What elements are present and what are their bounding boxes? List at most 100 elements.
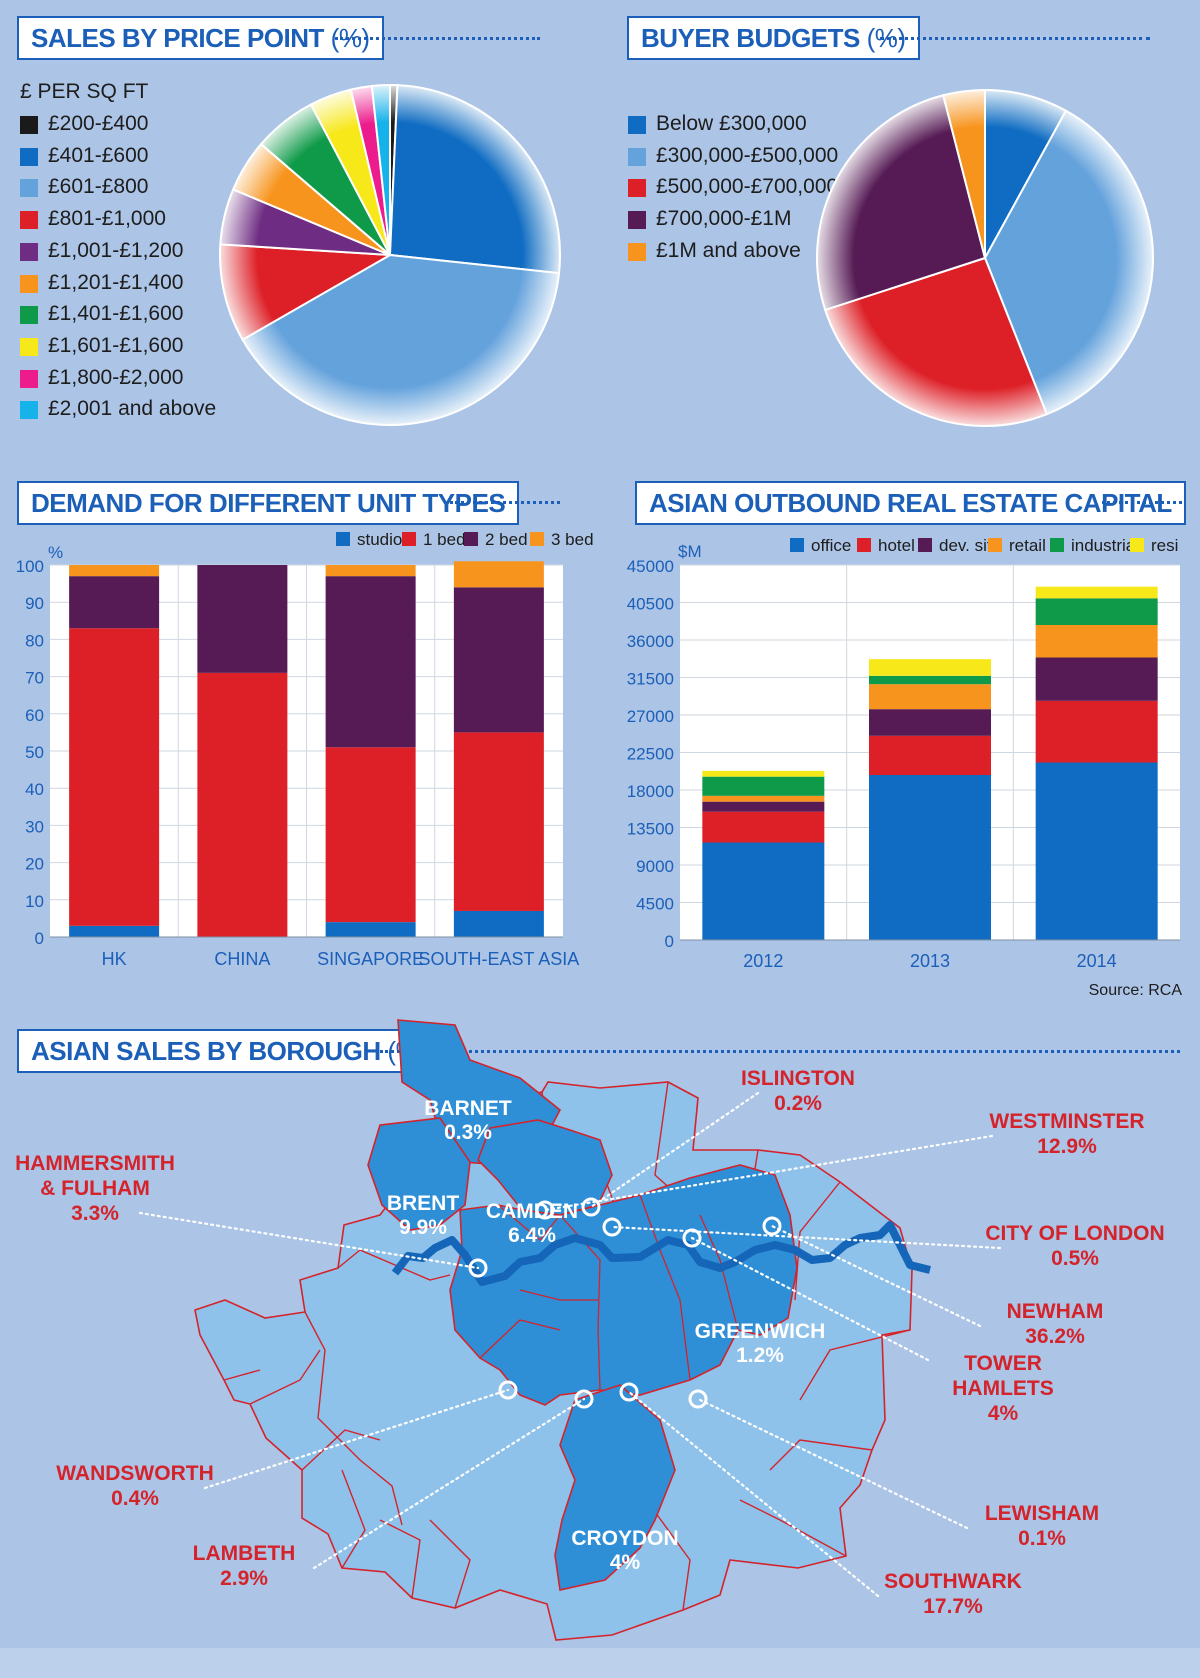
borough-value-croydon: 4% <box>610 1551 641 1574</box>
legend-label-resi: resi <box>1151 536 1178 555</box>
borough-name-lewisham: LEWISHAM <box>985 1502 1099 1525</box>
legend-label-200-400: £200-£400 <box>48 112 149 135</box>
legend-swatch-200-400 <box>20 116 38 134</box>
legend-swatch-801-1-000 <box>20 211 38 230</box>
bar-south-east-asia-3-bed <box>453 561 544 588</box>
legend-swatch-industrial <box>1050 538 1064 552</box>
bar-2012-industrial <box>702 776 825 796</box>
borough-name-brent: BRENT <box>387 1192 460 1215</box>
outbound-title: ASIAN OUTBOUND REAL ESTATE CAPITAL <box>635 481 1186 525</box>
legend-swatch-401-600 <box>20 147 38 166</box>
legend-label-3-bed: 3 bed <box>551 530 594 549</box>
outbound-bar-chart: 0 4500 9000 13500 18000 22500 27000 31500 36000 4… <box>627 536 1183 999</box>
borough-marker-lambeth <box>574 1389 594 1409</box>
legend-label-retail: retail <box>1009 536 1046 555</box>
croydon-region <box>554 1384 676 1591</box>
bar-2012-office <box>702 842 825 940</box>
y-tick-label: 90 <box>25 594 44 613</box>
legend-label-industrial: industrial <box>1071 536 1139 555</box>
y-tick-label: 10 <box>25 892 44 911</box>
bar-south-east-asia-2-bed <box>453 587 544 733</box>
borough-name-croydon: CROYDON <box>571 1527 678 1550</box>
leader-line-lewisham <box>696 1397 969 1530</box>
y-tick-label: 40 <box>25 780 44 799</box>
borough-value-greenwich: 1.2% <box>736 1344 784 1367</box>
leader-line-wandsworth <box>203 1388 510 1490</box>
bar-hk-2-bed <box>69 576 160 629</box>
category-label-2013: 2013 <box>910 951 950 971</box>
legend-label-801-1-000: £801-£1,000 <box>48 207 166 231</box>
bar-2014-retail <box>1035 625 1158 658</box>
bar-2014-resi <box>1035 586 1158 599</box>
y-tick-label: 70 <box>25 669 44 688</box>
borough-name-lambeth: LAMBETH <box>193 1542 296 1565</box>
legend-label-500-000-700-000: £500,000-£700,000 <box>656 175 839 199</box>
borough-value-camden: 6.4% <box>508 1224 556 1247</box>
legend-label-dev-site: dev. site <box>939 536 1001 555</box>
leader-line-westminster <box>543 1134 994 1212</box>
bar-south-east-asia-studio <box>453 910 544 937</box>
legend-swatch-500-000-700-000 <box>628 179 646 198</box>
unit-types-title-text: DEMAND FOR DIFFERENT UNIT TYPES <box>31 488 506 518</box>
borough-marker-islington <box>581 1197 601 1217</box>
pie-shading <box>817 90 1153 426</box>
borough-name-islington: ISLINGTON <box>741 1067 855 1090</box>
unit-types-title-rule <box>450 501 560 504</box>
unit-types-title: DEMAND FOR DIFFERENT UNIT TYPES <box>17 481 520 525</box>
bar-singapore-1-bed <box>325 747 416 923</box>
legend-swatch-1m-and-above <box>628 242 646 261</box>
bar-2012-dev-site <box>702 801 825 812</box>
map-markers <box>468 1197 782 1409</box>
legend-swatch-1-800-2-000 <box>20 369 38 388</box>
legend-swatch-hotel <box>857 538 871 552</box>
category-label-south-east-asia: SOUTH-EAST ASIA <box>419 949 580 969</box>
map-inner-boroughs <box>367 1019 798 1591</box>
bar-2013-hotel <box>869 735 991 775</box>
category-label-singapore: SINGAPORE <box>317 949 424 969</box>
legend-swatch-601-800 <box>20 179 38 198</box>
bar-2014-office <box>1035 762 1158 940</box>
leader-line-lambeth <box>312 1397 586 1570</box>
bar-2012-resi <box>702 770 825 777</box>
legend-label-office: office <box>811 536 851 555</box>
y-tick-label: 0 <box>35 929 44 948</box>
price-point-legend-title: £ PER SQ FT <box>20 80 149 103</box>
category-label-2012: 2012 <box>743 951 783 971</box>
borough-marker-newham <box>762 1216 782 1236</box>
borough-name-hammersmith-fulham-line1: HAMMERSMITH <box>15 1152 175 1175</box>
unit-types-bar-chart: 0 10 20 30 40 50 60 70 80 90 100% HK CHINA SINGAPORES… <box>16 530 594 969</box>
legend-swatch-studio <box>336 532 350 546</box>
legend-label-studio: studio <box>357 530 402 549</box>
borough-name-barnet: BARNET <box>424 1097 512 1120</box>
bar-2014-dev-site <box>1035 657 1158 701</box>
y-tick-label: 13500 <box>627 820 674 839</box>
legend-label-1m-and-above: £1M and above <box>656 238 801 262</box>
borough-value-brent: 9.9% <box>399 1216 447 1239</box>
borough-name-tower-hamlets-line2: HAMLETS <box>952 1377 1054 1400</box>
y-tick-label: 0 <box>665 932 674 951</box>
bar-2014-hotel <box>1035 700 1158 763</box>
borough-value-tower-hamlets: 4% <box>988 1402 1019 1425</box>
price-point-pie-chart <box>219 83 561 426</box>
y-axis-label: % <box>48 543 63 562</box>
bar-china-1-bed <box>197 672 288 937</box>
borough-name-tower-hamlets-line1: TOWER <box>964 1352 1042 1375</box>
legend-label-hotel: hotel <box>878 536 915 555</box>
y-tick-label: 45000 <box>627 557 674 576</box>
y-tick-label: 20 <box>25 855 44 874</box>
leader-line-hammersmith-fulham <box>138 1211 480 1270</box>
legend-label-700-000-1m: £700,000-£1M <box>656 207 792 231</box>
borough-name-hammersmith-fulham-line2: & FULHAM <box>40 1177 150 1200</box>
legend-label-401-600: £401-£600 <box>48 143 149 167</box>
borough-value-barnet: 0.3% <box>444 1121 492 1144</box>
borough-name-westminster: WESTMINSTER <box>989 1110 1144 1133</box>
y-tick-label: 22500 <box>627 745 674 764</box>
y-tick-label: 31500 <box>627 670 674 689</box>
y-tick-label: 40500 <box>627 595 674 614</box>
category-label-hk: HK <box>102 949 127 969</box>
borough-marker-tower-hamlets <box>682 1228 702 1248</box>
y-tick-label: 50 <box>25 743 44 762</box>
legend-swatch-below-300-000 <box>628 116 646 134</box>
borough-marker-southwark <box>619 1382 639 1402</box>
